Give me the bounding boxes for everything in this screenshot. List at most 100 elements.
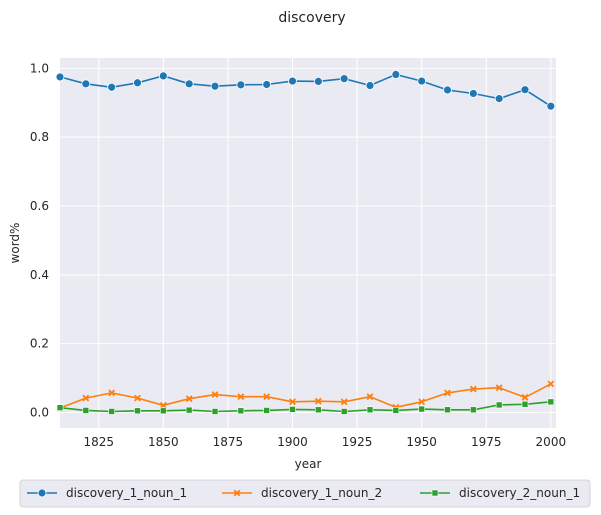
- data-point: [444, 389, 451, 397]
- data-point: [211, 391, 219, 399]
- series-line: [59, 383, 552, 409]
- data-point: [159, 401, 167, 409]
- x-tick-label: 1900: [277, 435, 308, 449]
- y-tick-label: 0.0: [30, 406, 49, 420]
- legend-box: [19, 479, 591, 508]
- data-point: [547, 398, 555, 406]
- data-point: [210, 81, 220, 91]
- data-point: [107, 82, 117, 92]
- legend-entry: discovery_1_noun_2: [222, 486, 382, 500]
- data-point-stroke: [340, 398, 348, 406]
- data-point: [133, 78, 142, 88]
- data-point-stroke: [237, 393, 245, 401]
- data-point: [315, 406, 322, 414]
- data-point: [134, 407, 141, 415]
- data-point: [313, 77, 323, 86]
- data-point: [495, 384, 503, 392]
- data-point: [263, 393, 271, 401]
- data-point: [468, 89, 478, 98]
- data-point: [339, 74, 349, 84]
- data-point-stroke: [469, 385, 477, 393]
- data-point: [237, 407, 245, 415]
- data-point: [288, 76, 297, 86]
- data-point-stroke: [418, 398, 426, 406]
- data-point: [365, 81, 375, 90]
- data-point-stroke: [289, 398, 296, 406]
- data-point: [81, 79, 91, 89]
- data-point: [443, 85, 452, 95]
- data-point: [444, 406, 451, 414]
- x-axis-label: year: [295, 457, 322, 471]
- data-point: [418, 398, 426, 406]
- data-point: [160, 407, 167, 415]
- data-point-stroke: [159, 401, 167, 409]
- data-point-stroke: [185, 395, 193, 403]
- data-point: [520, 85, 530, 95]
- data-point-stroke: [134, 394, 141, 402]
- x-tick-label: 1975: [471, 435, 502, 449]
- data-point-stroke: [366, 393, 374, 401]
- data-point: [366, 393, 374, 401]
- data-point: [108, 408, 115, 415]
- data-point: [37, 488, 47, 498]
- legend-label: discovery_2_noun_1: [459, 486, 580, 500]
- data-point: [494, 94, 504, 104]
- x-tick-label: 2000: [536, 435, 567, 449]
- x-tick-label: 1875: [213, 435, 244, 449]
- y-tick-label: 1.0: [30, 61, 49, 75]
- data-point: [108, 389, 116, 397]
- legend-label: discovery_1_noun_1: [66, 486, 187, 500]
- data-point: [82, 407, 90, 414]
- legend-label: discovery_1_noun_2: [261, 486, 382, 500]
- data-point: [314, 397, 322, 405]
- data-point: [134, 394, 141, 402]
- y-axis-ticks: 0.0 0.2 0.4 0.6 0.8 1.0: [30, 61, 49, 419]
- legend: discovery_1_noun_1 discovery_1_noun_2 disc…: [19, 479, 591, 508]
- data-point-stroke: [108, 389, 116, 397]
- data-point: [366, 406, 374, 414]
- series-markers: [55, 70, 556, 415]
- legend-entry: discovery_2_noun_1: [420, 486, 580, 500]
- data-point: [470, 406, 477, 414]
- y-axis-label: word%: [8, 223, 22, 264]
- y-tick-label: 0.8: [30, 130, 49, 144]
- data-point-stroke: [521, 393, 529, 401]
- data-point: [340, 408, 348, 415]
- data-point: [340, 398, 348, 406]
- series-line: [59, 401, 551, 413]
- y-tick-label: 0.2: [30, 337, 49, 351]
- data-point: [237, 393, 245, 401]
- data-point: [547, 380, 555, 388]
- series-markers-group: [55, 70, 556, 111]
- data-point-stroke: [233, 489, 241, 497]
- data-point: [56, 404, 64, 411]
- data-point: [546, 101, 556, 111]
- data-point-stroke: [444, 389, 451, 397]
- data-point: [236, 80, 246, 90]
- x-tick-label: 1925: [342, 435, 373, 449]
- data-point: [431, 489, 439, 497]
- data-point: [55, 72, 65, 82]
- data-point: [82, 394, 90, 402]
- data-point-stroke: [263, 393, 271, 401]
- data-point: [521, 393, 529, 401]
- data-point: [521, 400, 529, 408]
- legend-entry: discovery_1_noun_1: [27, 486, 187, 500]
- data-point: [495, 401, 503, 409]
- data-point: [211, 408, 219, 415]
- chart-title: discovery: [278, 10, 345, 26]
- x-tick-label: 1850: [148, 435, 179, 449]
- data-point: [392, 407, 400, 414]
- data-point-stroke: [82, 394, 90, 402]
- grid-lines: [60, 58, 556, 428]
- y-tick-label: 0.4: [30, 268, 49, 282]
- y-tick-label: 0.6: [30, 199, 49, 213]
- data-point-stroke: [547, 380, 555, 388]
- data-point: [469, 385, 477, 393]
- plot-area: [60, 58, 556, 428]
- data-point: [418, 405, 425, 413]
- data-point: [185, 406, 193, 414]
- x-tick-label: 1825: [83, 435, 114, 449]
- data-point: [184, 79, 194, 89]
